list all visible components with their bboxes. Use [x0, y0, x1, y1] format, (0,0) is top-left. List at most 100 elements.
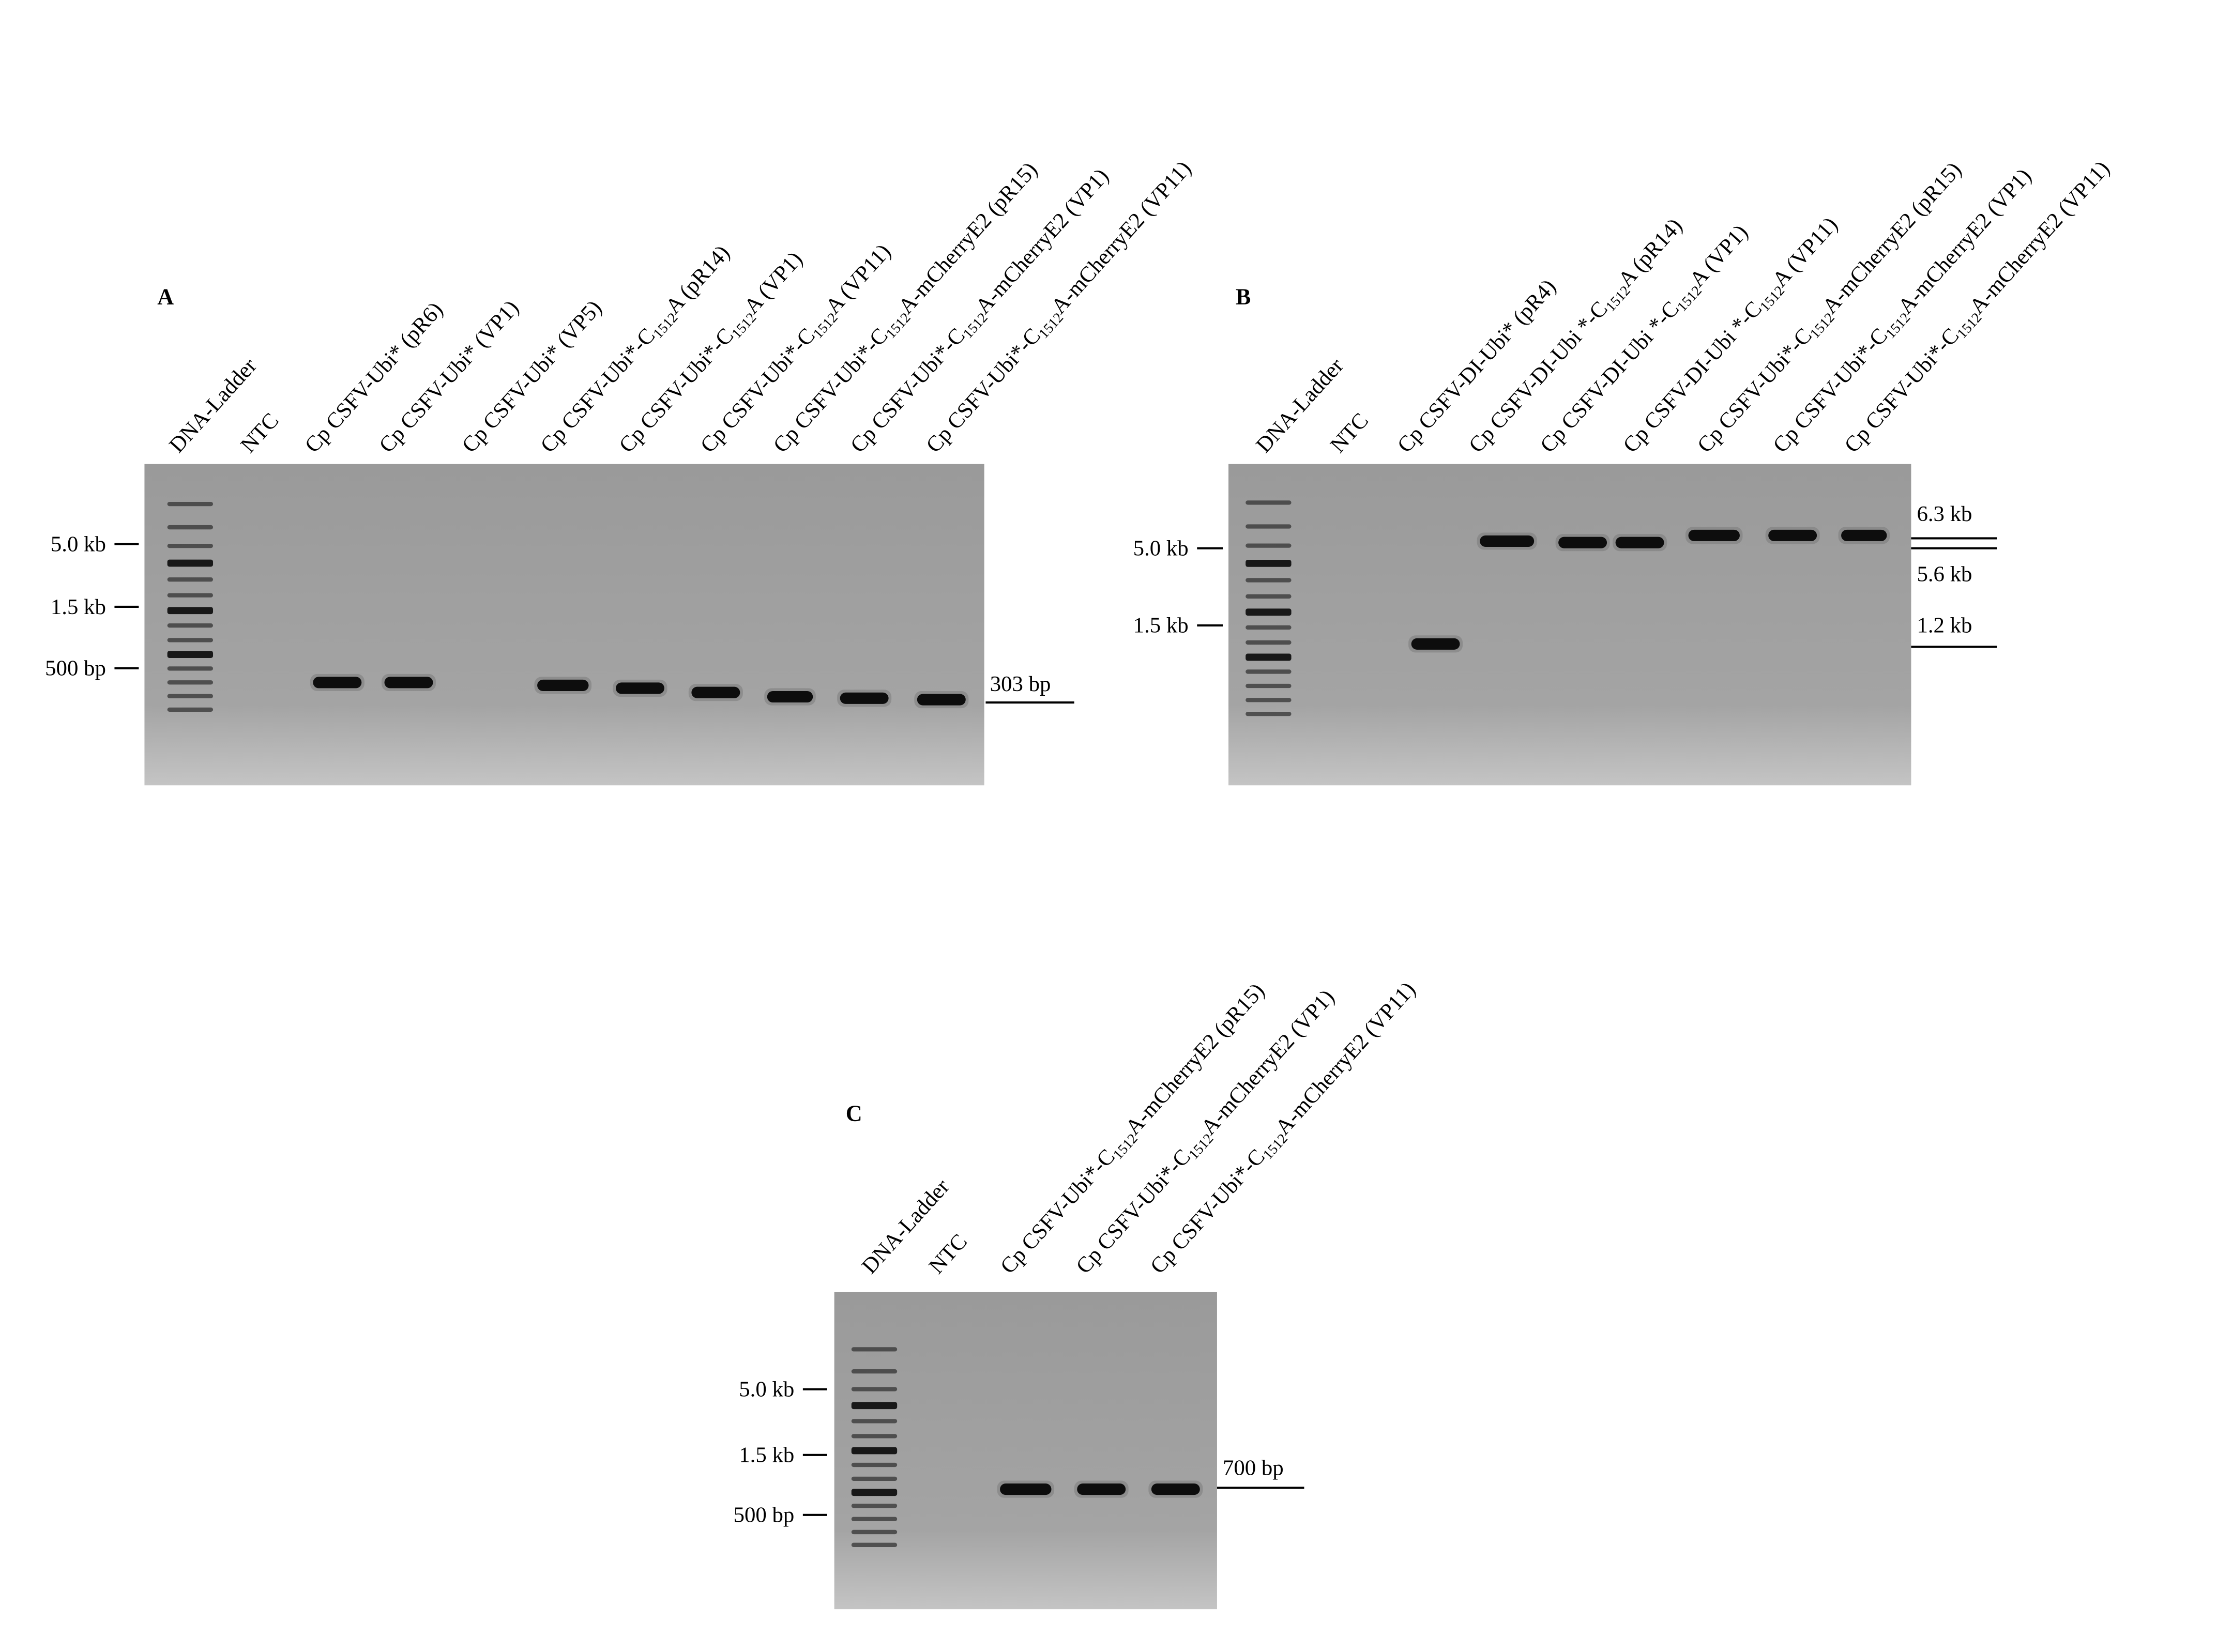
ladder-band [851, 1402, 898, 1410]
ladder-band [851, 1542, 898, 1547]
ladder-band [167, 694, 214, 698]
ladder-band [1246, 543, 1292, 548]
ladder-band [851, 1529, 898, 1535]
ladder-band [1246, 683, 1292, 689]
marker-label: 5.0 kb [1133, 537, 1189, 561]
ladder-band [1246, 524, 1292, 529]
label-part: Cp CSFV-Ubi* (VP5) [458, 296, 606, 457]
panel-letter: B [1236, 284, 1251, 309]
ladder-band [167, 680, 214, 685]
label-part: A (VP11) [821, 239, 895, 318]
label-part: A-mCherryE2 (VP1) [1196, 985, 1339, 1140]
band [1000, 1483, 1052, 1495]
label-part: A (pR14) [1614, 214, 1687, 292]
band-size-label: 303 bp [990, 672, 1051, 696]
ladder-band [167, 638, 214, 643]
label-part: Cp CSFV-DI-Ubi *-C [1464, 297, 1613, 457]
lane-label: Cp CSFV-Ubi*-C1512A-mCherryE2 (VP11) [1840, 157, 2116, 459]
lane-label: Cp CSFV-Ubi* (VP5) [458, 296, 606, 457]
ladder-band [851, 1489, 898, 1496]
band [767, 691, 813, 703]
ladder-band [167, 577, 214, 582]
band-size-label: 6.3 kb [1917, 502, 1972, 526]
ladder-band [1246, 594, 1292, 599]
ladder-band [167, 607, 214, 615]
lane-label: Cp CSFV-Ubi*-C1512A-mCherryE2 (pR15) [1693, 158, 1968, 459]
band-size-label: 5.6 kb [1917, 562, 1972, 586]
label-part: A-mCherryE2 (VP1) [971, 164, 1114, 318]
ladder-band [167, 651, 214, 659]
lane-label: Cp CSFV-Ubi* (pR6) [300, 298, 448, 458]
label-part: A (VP11) [1768, 212, 1842, 292]
ladder-band [1246, 625, 1292, 630]
label-part: NTC [1326, 408, 1373, 457]
label-part: A (pR14) [661, 241, 734, 319]
ladder-band [851, 1517, 898, 1521]
label-part: Cp CSFV-Ubi* (pR6) [300, 298, 448, 458]
ladder-band [1246, 698, 1292, 702]
ladder-band [1246, 640, 1292, 645]
lane-label: Cp CSFV-Ubi*-C1512A-mCherryE2 (VP11) [1146, 977, 1422, 1280]
ladder-band [1246, 608, 1292, 616]
ladder-band [167, 501, 214, 507]
label-part: A-mCherryE2 (pR15) [1121, 978, 1269, 1139]
label-part: A-mCherryE2 (pR15) [1818, 158, 1966, 318]
marker-label: 500 bp [45, 656, 106, 681]
band [917, 694, 966, 706]
band [1411, 638, 1460, 650]
band [537, 679, 589, 691]
lane-label: Cp CSFV-Ubi*-C1512A-mCherryE2 (VP11) [921, 157, 1197, 459]
ladder-band [167, 707, 214, 712]
ladder-band [1246, 669, 1292, 674]
ladder-band [1246, 578, 1292, 583]
marker-label: 5.0 kb [51, 532, 106, 556]
panel-letter: C [846, 1100, 862, 1126]
lane-label: Cp CSFV-Ubi* (VP1) [374, 296, 523, 457]
band [1077, 1483, 1126, 1495]
ladder-band [1246, 500, 1292, 505]
band [691, 686, 740, 698]
band-size-label: 700 bp [1223, 1456, 1284, 1480]
ladder-band [851, 1476, 898, 1481]
band-size-label: 1.2 kb [1917, 614, 1972, 638]
band [1615, 537, 1664, 548]
label-part: A-mCherryE2 (VP11) [1046, 157, 1196, 319]
ladder-band [167, 525, 214, 530]
label-part: NTC [924, 1229, 972, 1278]
gel [144, 464, 984, 786]
marker-label: 500 bp [734, 1503, 795, 1527]
ladder-band [851, 1369, 898, 1374]
lane-label: Cp CSFV-Ubi*-C1512A-mCherryE2 (pR15) [996, 978, 1271, 1280]
label-part: Cp CSFV-DI-Ubi *-C [1536, 297, 1684, 457]
band [1558, 537, 1607, 548]
panel-letter: A [157, 284, 174, 309]
band [840, 692, 889, 704]
label-part: A-mCherryE2 (VP11) [1271, 977, 1420, 1140]
marker-label: 1.5 kb [51, 595, 106, 619]
lane-label: NTC [236, 408, 283, 457]
ladder-band [851, 1347, 898, 1352]
band [1841, 529, 1887, 541]
label-part: A-mCherryE2 (VP1) [1893, 164, 2036, 318]
band [1688, 529, 1740, 541]
lane-label: Cp CSFV-Ubi*-C1512A-mCherryE2 (pR15) [769, 158, 1044, 459]
ladder-band [851, 1462, 898, 1467]
band [384, 677, 433, 689]
ladder-band [1246, 653, 1292, 661]
band [313, 677, 362, 689]
marker-label: 1.5 kb [739, 1443, 794, 1467]
ladder-band [167, 559, 214, 567]
label-part: A (VP1) [739, 247, 807, 318]
band [616, 682, 664, 694]
ladder-band [851, 1434, 898, 1439]
ladder-band [851, 1504, 898, 1508]
ladder-band [851, 1387, 898, 1391]
band [1768, 529, 1817, 541]
label-part: A (VP1) [1685, 220, 1753, 292]
label-part: A-mCherryE2 (VP11) [1965, 157, 2114, 319]
